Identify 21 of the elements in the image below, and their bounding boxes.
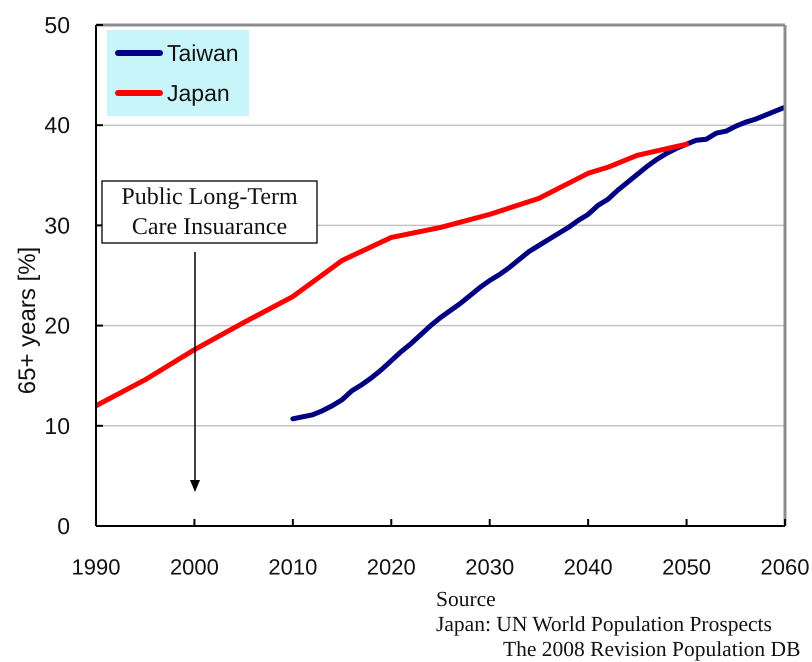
x-tick-label: 2000 [170,554,219,580]
x-tick-label: 2030 [465,554,514,580]
text: Source [436,587,497,612]
x-tick-label: 2010 [268,554,318,580]
x-tick-label: 1990 [72,554,120,580]
y-tick-label: 40 [44,112,70,138]
text: Japan: UN World Population Prospects [436,612,773,637]
y-tick-label: 20 [44,312,70,339]
y-axis-title: 65+ years [%] [14,246,40,394]
y-tick-label: 30 [44,212,70,238]
y-tick-label: 10 [44,412,70,439]
x-tick-label: 2020 [366,554,416,580]
legend-label: Japan [167,80,230,106]
y-tick-label: 0 [57,513,70,539]
x-tick-label: 2060 [760,554,810,580]
legend-label: Taiwan [167,40,239,66]
x-tick-label: 2040 [564,554,613,580]
y-tick-label: 50 [44,12,70,38]
annotation: Public Long-Term Care Insuarance [121,184,298,240]
text: The 2008 Revision Population DB [502,637,800,662]
x-tick-label: 2050 [662,554,712,580]
